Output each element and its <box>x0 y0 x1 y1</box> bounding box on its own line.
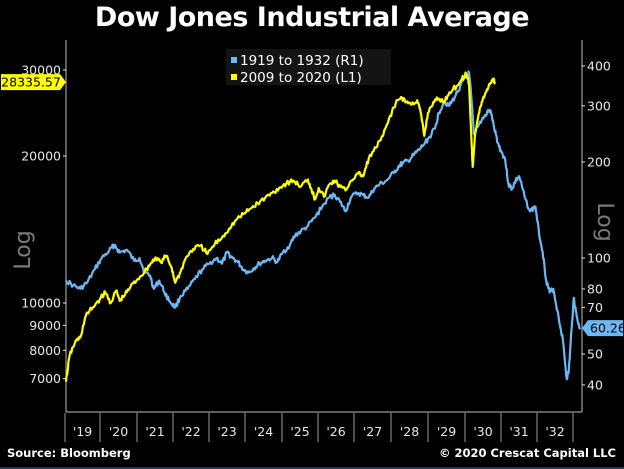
right-last-value-tag <box>582 320 623 337</box>
series-line-1919-1932 <box>64 70 582 381</box>
x-tick-label: '23 <box>217 424 236 439</box>
left-tick-label: 10000 <box>21 296 61 311</box>
bottom-border <box>0 467 624 469</box>
right-tick-label: 200 <box>587 155 611 170</box>
legend-label: 1919 to 1932 (R1) <box>240 53 364 69</box>
x-tick-label: '25 <box>290 424 309 439</box>
left-tick-label: 30000 <box>21 63 61 78</box>
right-last-value-label: 60.26 <box>590 321 624 336</box>
value-labels: 60.26 28335.57 <box>1 74 624 337</box>
x-tick-label: '28 <box>400 424 419 439</box>
legend-swatch <box>231 74 237 80</box>
series-layer <box>64 70 582 382</box>
right-tick-label: 50 <box>587 347 603 362</box>
left-tick-label: 9000 <box>29 318 61 333</box>
legend-box <box>226 49 391 85</box>
right-tick-label: 400 <box>587 59 611 74</box>
right-tick-label: 40 <box>587 377 603 392</box>
legend: 1919 to 1932 (R1)2009 to 2020 (L1) <box>226 49 391 86</box>
x-tick-label: '19 <box>73 424 92 439</box>
left-last-value-tag <box>1 74 66 91</box>
right-tick-label: 300 <box>587 98 611 113</box>
right-tick-label: 80 <box>587 281 603 296</box>
left-axis-title: Log <box>11 230 36 269</box>
x-tick-label: '29 <box>437 424 456 439</box>
left-tick-label: 7000 <box>29 371 61 386</box>
chart-title: Dow Jones Industrial Average <box>94 2 530 33</box>
right-axis: 400 300 200 100 80 70 50 40 Log <box>582 59 617 392</box>
right-axis-title: Log <box>592 202 617 241</box>
x-axis: '19 '20 '21 '22 '23 '24 '25 '26 '27 '28 '29 '30 '31 '… <box>64 413 574 442</box>
x-tick-label: '30 <box>473 424 492 439</box>
left-tick-label: 20000 <box>21 148 61 163</box>
x-tick-label: '26 <box>326 424 345 439</box>
x-tick-label: '32 <box>545 424 564 439</box>
left-axis: 30000 20000 10000 9000 8000 7000 Log <box>11 63 66 386</box>
copyright-note: © 2020 Crescat Capital LLC <box>438 446 616 460</box>
x-tick-label: '27 <box>363 424 382 439</box>
left-last-value-label: 28335.57 <box>1 75 61 90</box>
x-tick-label: '31 <box>509 424 528 439</box>
right-tick-label: 70 <box>587 300 603 315</box>
x-tick-label: '21 <box>145 424 164 439</box>
x-tick-label: '24 <box>254 424 273 439</box>
legend-swatch <box>231 57 237 63</box>
legend-label: 2009 to 2020 (L1) <box>240 70 362 86</box>
x-tick-label: '20 <box>109 424 128 439</box>
x-tick-label: '22 <box>181 424 200 439</box>
left-tick-label: 8000 <box>29 343 61 358</box>
series-line-2009-2020 <box>64 71 496 382</box>
source-note: Source: Bloomberg <box>7 446 131 460</box>
right-tick-label: 100 <box>587 251 611 266</box>
